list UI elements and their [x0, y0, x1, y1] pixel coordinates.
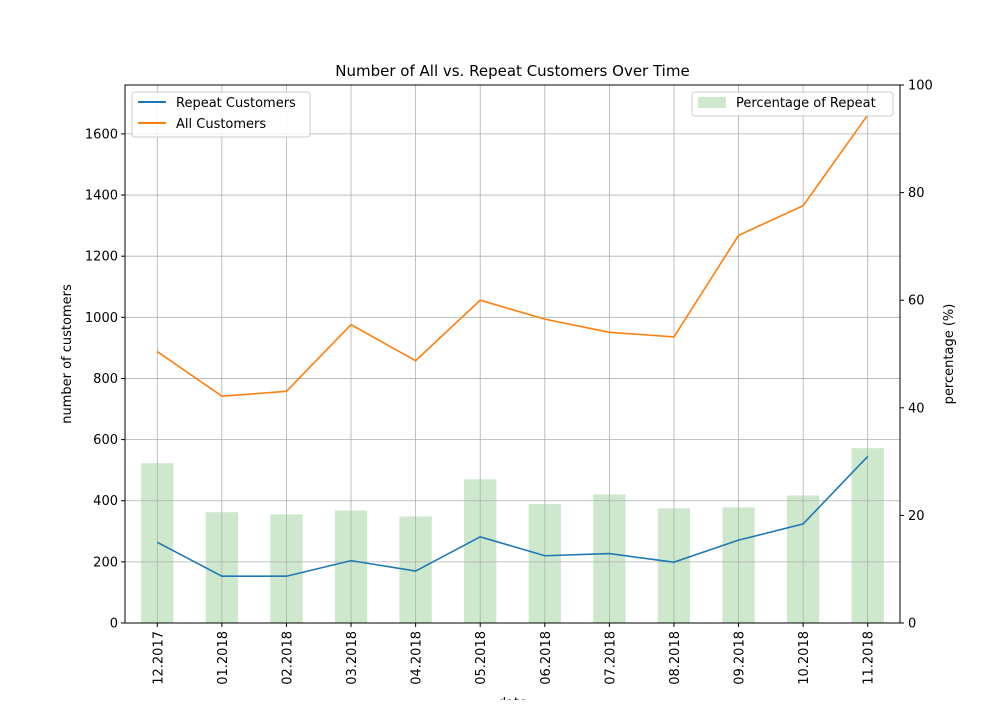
x-tick-label: 06.2018: [539, 631, 554, 685]
legend-lines-box: [131, 91, 311, 138]
y-axis-right-label: percentage (%): [942, 304, 957, 405]
legend-percentage-label: Percentage of Repeat: [736, 96, 876, 111]
lines-layer: [156, 114, 869, 578]
ticks-layer: 0 200 400 600 800 1000 1200 1400 1600 0 20 40 60 80 10…: [85, 79, 933, 685]
x-tick-label: 01.2018: [216, 631, 231, 685]
bars-layer: [141, 448, 884, 623]
y-left-tick-label: 1400: [85, 189, 118, 204]
line-all-customers: [156, 114, 869, 398]
legend-bars-box: [691, 91, 894, 117]
y-right-tick-label: 100: [908, 79, 933, 94]
legend-repeat-label: Repeat Customers: [176, 96, 296, 111]
y-left-tick-label: 600: [93, 433, 118, 448]
y-left-tick-label: 400: [93, 494, 118, 509]
x-tick-label: 07.2018: [603, 631, 618, 685]
legend-all-label: All Customers: [176, 117, 266, 132]
grid-layer: [125, 85, 900, 624]
x-tick-label: 05.2018: [474, 631, 489, 685]
y-left-tick-label: 800: [93, 372, 118, 387]
y-right-tick-label: 40: [908, 401, 925, 416]
y-left-tick-label: 200: [93, 555, 118, 570]
chart-title: Number of All vs. Repeat Customers Over …: [335, 62, 689, 80]
x-tick-label: 12.2017: [151, 631, 166, 685]
x-tick-label: 04.2018: [410, 631, 425, 685]
y-left-tick-label: 0: [110, 617, 118, 632]
x-axis-label: date: [498, 696, 527, 700]
legend-lines: Repeat Customers All Customers: [131, 91, 311, 138]
x-tick-label: 09.2018: [733, 631, 748, 685]
y-left-tick-label: 1600: [85, 127, 118, 142]
x-tick-label: 02.2018: [280, 631, 295, 685]
x-tick-label: 11.2018: [862, 631, 877, 685]
y-left-tick-label: 1200: [85, 250, 118, 265]
y-right-tick-label: 60: [908, 294, 925, 309]
legend-percentage-swatch: [698, 97, 726, 108]
y-right-tick-label: 0: [908, 617, 916, 632]
y-left-tick-label: 1000: [85, 311, 118, 326]
x-tick-label: 03.2018: [345, 631, 360, 685]
x-tick-label: 10.2018: [797, 631, 812, 685]
y-right-tick-label: 80: [908, 186, 925, 201]
x-tick-label: 08.2018: [668, 631, 683, 685]
y-axis-left-label: number of customers: [60, 284, 75, 424]
legend-bars: Percentage of Repeat: [691, 91, 894, 117]
line-repeat-customers: [156, 455, 869, 578]
plot-frame: [124, 84, 901, 624]
y-right-tick-label: 20: [908, 509, 925, 524]
